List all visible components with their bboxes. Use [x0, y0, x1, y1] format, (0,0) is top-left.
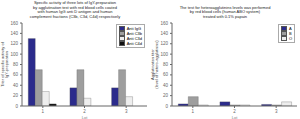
svg-text:160: 160: [160, 21, 168, 26]
svg-text:60: 60: [163, 72, 169, 77]
svg-text:40: 40: [163, 83, 169, 88]
svg-text:Titer of specific activity ofI: Titer of specific activity ofIgY-prepara…: [8, 41, 9, 86]
html-text:Titer of specific activity of: Titer of specific activity of: [0, 42, 5, 87]
svg-text:100: 100: [160, 52, 168, 57]
svg-text:1: 1: [192, 109, 195, 114]
svg-text:100: 100: [10, 52, 18, 57]
html-text:Anti C3d: Anti C3d: [126, 36, 142, 41]
svg-text:2: 2: [83, 109, 86, 114]
svg-text:Lot: Lot: [82, 115, 88, 119]
html-text:Specific activity of three lot: Specific activity of three lots of IgY-p…: [29, 0, 121, 20]
svg-text:0: 0: [15, 104, 18, 109]
svg-text:0: 0: [165, 104, 168, 109]
svg-text:3: 3: [125, 109, 128, 114]
html-text:B: B: [288, 31, 292, 36]
svg-text:20: 20: [163, 93, 169, 98]
svg-text:120: 120: [10, 41, 18, 46]
html-text:Anti IgG: Anti IgG: [126, 26, 142, 31]
svg-text:80: 80: [163, 62, 169, 67]
svg-text:120: 120: [160, 41, 168, 46]
html-text:A: A: [288, 26, 292, 31]
svg-text:140: 140: [10, 31, 18, 36]
svg-text:Agglutination titer(level of h: Agglutination titer(level of hetero-aggl…: [150, 40, 159, 89]
svg-text:40: 40: [13, 83, 19, 88]
html-text:Anti C3b: Anti C3b: [126, 31, 142, 36]
html-text:The test for heteroagglutinins: The test for heteroagglutinins levels wa…: [179, 4, 271, 20]
svg-text:60: 60: [13, 72, 19, 77]
html-text:O: O: [288, 36, 292, 41]
svg-text:20: 20: [13, 93, 19, 98]
svg-text:2: 2: [233, 109, 236, 114]
svg-text:140: 140: [160, 31, 168, 36]
svg-text:80: 80: [13, 62, 19, 67]
svg-text:1: 1: [42, 109, 45, 114]
svg-text:3: 3: [275, 109, 278, 114]
html-text:Anti C4d: Anti C4d: [126, 41, 142, 46]
svg-text:160: 160: [10, 21, 18, 26]
svg-text:Lot: Lot: [232, 115, 238, 119]
